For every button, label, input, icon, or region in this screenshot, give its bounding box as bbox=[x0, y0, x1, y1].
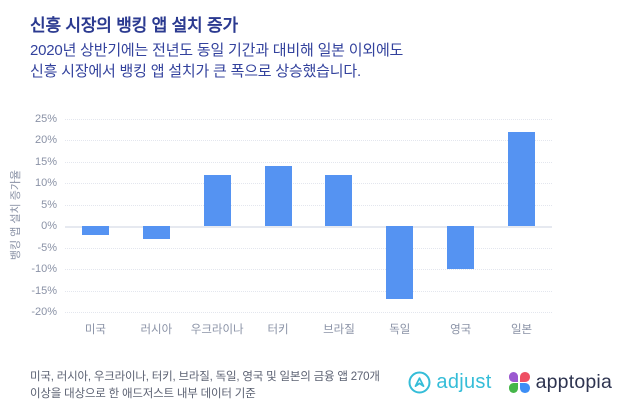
logo-bar: adjust apptopia bbox=[408, 371, 612, 394]
y-tick-label: 0% bbox=[41, 220, 57, 233]
bar-터키 bbox=[264, 166, 292, 227]
zero-baseline bbox=[65, 226, 552, 229]
page-title: 신흥 시장의 뱅킹 앱 설치 증가 bbox=[30, 16, 238, 35]
plot-area: 25% 20% 15% 10% 5% 0% -5% -10% -15% -20% 미국 러시아 우크라이… bbox=[31, 113, 552, 336]
y-tick-label: 5% bbox=[41, 198, 57, 211]
bar-브라질 bbox=[325, 174, 353, 227]
x-tick-label: 영국 bbox=[450, 324, 472, 336]
gridline bbox=[65, 290, 552, 292]
apptopia-icon bbox=[508, 372, 530, 393]
adjust-icon bbox=[408, 371, 431, 394]
x-tick-label: 우크라이나 bbox=[190, 324, 244, 336]
y-axis-title: 뱅킹 앱 설치 증가율 bbox=[10, 169, 22, 261]
y-tick-label: -10% bbox=[31, 263, 57, 276]
page-subtitle: 2020년 상반기에는 전년도 동일 기간과 대비해 일본 이외에도 신흥 시장… bbox=[30, 40, 403, 82]
x-tick-label: 터키 bbox=[267, 324, 289, 336]
x-tick-label: 일본 bbox=[510, 324, 533, 336]
gridline bbox=[65, 204, 552, 206]
gridline bbox=[65, 140, 552, 142]
source-line-1: 미국, 러시아, 우크라이나, 터키, 브라질, 독일, 영국 및 일본의 금융… bbox=[30, 371, 380, 383]
petal-blue bbox=[519, 383, 530, 393]
gridline bbox=[65, 119, 552, 120]
bar-영국 bbox=[447, 226, 475, 270]
apptopia-logo: apptopia bbox=[508, 371, 612, 394]
gridline bbox=[65, 183, 552, 185]
subtitle-line-2: 신흥 시장에서 뱅킹 앱 설치가 큰 폭으로 상승했습니다. bbox=[30, 63, 361, 80]
x-tick-label: 독일 bbox=[389, 324, 411, 336]
x-tick-label: 미국 bbox=[84, 324, 107, 336]
bar-독일 bbox=[386, 226, 414, 300]
gridline bbox=[65, 312, 552, 313]
bar-러시아 bbox=[142, 226, 170, 240]
y-tick-label: 20% bbox=[34, 134, 57, 147]
y-tick-label: 15% bbox=[34, 155, 57, 168]
bar-일본 bbox=[508, 131, 536, 227]
bar-미국 bbox=[81, 226, 109, 235]
x-tick-label: 러시아 bbox=[140, 324, 173, 336]
apptopia-logo-text: apptopia bbox=[535, 371, 612, 393]
gridline bbox=[65, 161, 552, 163]
gridline bbox=[65, 247, 552, 249]
subtitle-line-1: 2020년 상반기에는 전년도 동일 기간과 대비해 일본 이외에도 bbox=[30, 42, 404, 59]
adjust-logo: adjust bbox=[408, 371, 491, 394]
y-tick-label: -15% bbox=[31, 284, 57, 297]
petal-purple bbox=[508, 372, 519, 382]
gridline bbox=[65, 269, 552, 271]
petal-green bbox=[508, 383, 519, 393]
y-tick-label: -20% bbox=[31, 306, 57, 318]
source-note: 미국, 러시아, 우크라이나, 터키, 브라질, 독일, 영국 및 일본의 금융… bbox=[30, 369, 380, 403]
petal-red bbox=[519, 372, 530, 382]
source-line-2: 이상을 대상으로 한 애드저스트 내부 데이터 기준 bbox=[30, 388, 256, 400]
bar-우크라이나 bbox=[203, 174, 231, 227]
y-tick-label: 10% bbox=[34, 177, 57, 190]
y-tick-label: 25% bbox=[34, 113, 57, 125]
adjust-logo-text: adjust bbox=[436, 371, 492, 393]
x-tick-label: 브라질 bbox=[323, 324, 355, 336]
y-tick-label: -5% bbox=[37, 241, 57, 254]
